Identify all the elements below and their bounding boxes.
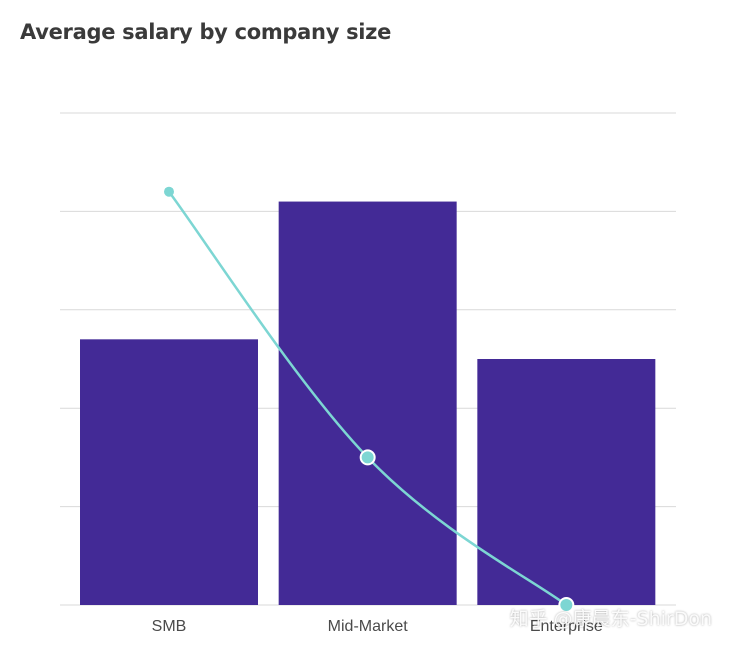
x-tick-label: Enterprise — [530, 618, 603, 635]
bars — [80, 201, 656, 605]
bar-enterprise — [477, 359, 656, 605]
bar-mid-market — [278, 201, 457, 605]
x-axis-tick-labels: SMB Mid-Market Enterprise — [152, 618, 603, 635]
bar-smb — [80, 339, 258, 605]
x-tick-label: SMB — [152, 618, 187, 635]
trend-point-enterprise — [558, 597, 575, 613]
trend-point-mid-market — [359, 449, 376, 466]
trend-point-smb — [164, 186, 174, 197]
chart-title: Average salary by company size — [20, 20, 392, 44]
watermark: 知乎 @康晨东-ShirDon — [509, 608, 712, 630]
trend-line — [167, 190, 568, 607]
trend-line-series — [164, 186, 575, 613]
x-tick-label: Mid-Market — [328, 618, 409, 635]
